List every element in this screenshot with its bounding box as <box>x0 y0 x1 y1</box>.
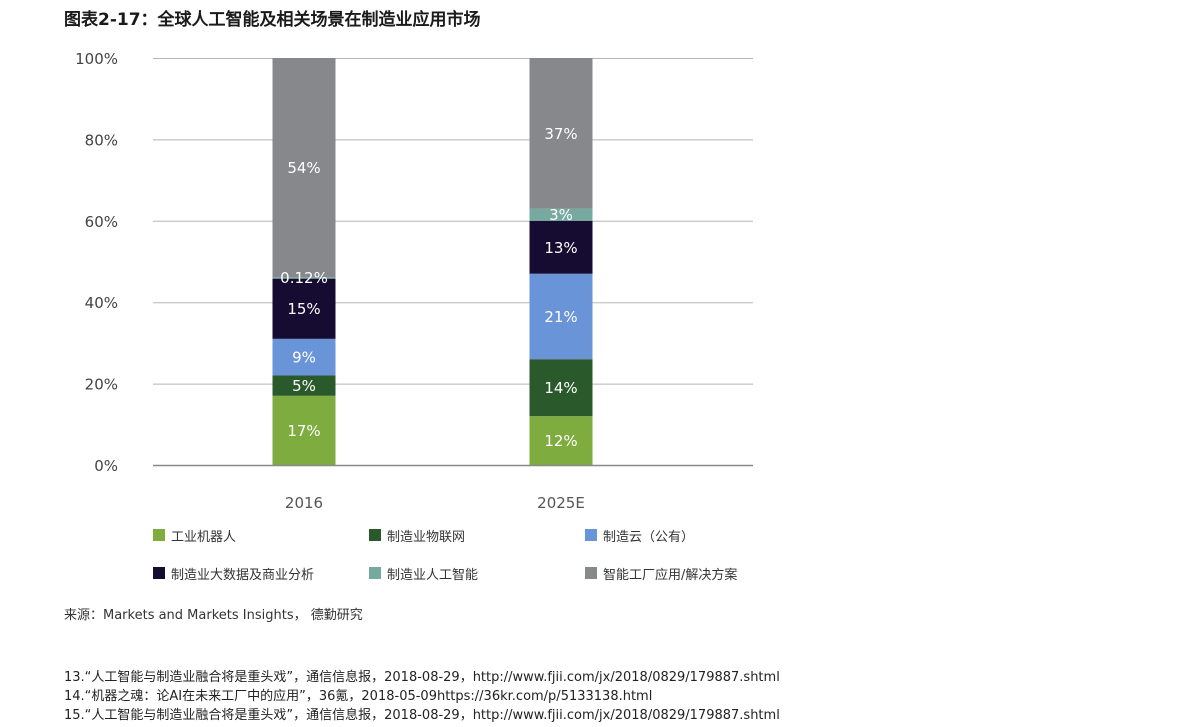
legend-item: 工业机器人 <box>153 526 369 545</box>
legend-swatch <box>585 529 597 541</box>
bar-segment <box>272 338 336 376</box>
bar-segment <box>272 395 336 465</box>
legend-swatch <box>153 567 165 579</box>
bar-segment <box>529 416 593 465</box>
bar-segment <box>272 277 336 279</box>
footnote: 13.“人工智能与制造业融合将是重头戏”，通信信息报，2018-08-29，ht… <box>64 670 780 685</box>
bar-segment <box>529 58 593 209</box>
legend-label: 制造云（公有） <box>603 529 695 545</box>
bar-stack: 17% 5% 9% 15% 0.12% 54% <box>272 58 336 465</box>
bar-segment <box>272 277 336 339</box>
x-axis-ticks: 2016 2025E <box>285 494 585 512</box>
footnote: 14.“机器之魂：论AI在未来工厂中的应用”，36氪，2018-05-09htt… <box>64 689 653 704</box>
bar-segment <box>272 58 336 278</box>
bar-segment <box>529 208 593 221</box>
legend-label: 制造业人工智能 <box>387 567 479 583</box>
data-label: 5% <box>292 377 316 395</box>
gridlines <box>153 58 753 385</box>
bar-segment <box>529 273 593 360</box>
page-title: 图表2-17：全球人工智能及相关场景在制造业应用市场 <box>64 10 481 30</box>
y-tick-label: 60% <box>85 213 118 231</box>
y-axis-ticks: 0% 20% 40% 60% 80% 100% <box>75 50 118 475</box>
footnote: 15.“人工智能与制造业融合将是重头戏”，通信信息报，2018-08-29，ht… <box>64 708 780 723</box>
legend-swatch <box>369 567 381 579</box>
legend-item: 制造业大数据及商业分析 <box>153 564 369 583</box>
y-tick-label: 0% <box>94 457 118 475</box>
data-label: 3% <box>549 206 573 224</box>
data-label: 17% <box>287 422 320 440</box>
y-tick-label: 20% <box>85 376 118 394</box>
legend-item: 智能工厂应用/解决方案 <box>585 564 813 583</box>
data-label: 13% <box>544 239 577 257</box>
data-label: 21% <box>544 308 577 326</box>
legend-label: 制造业大数据及商业分析 <box>171 567 315 583</box>
bar-segment <box>529 220 593 274</box>
legend-item: 制造业物联网 <box>369 526 585 545</box>
legend-item: 制造云（公有） <box>585 526 813 545</box>
bar-segment <box>529 359 593 417</box>
legend-label: 制造业物联网 <box>387 529 466 545</box>
legend-swatch <box>153 529 165 541</box>
bars: 17% 5% 9% 15% 0.12% 54% 12% 14% 21% 13% 3% 37% <box>272 58 593 465</box>
bar-stack: 12% 14% 21% 13% 3% 37% <box>529 58 593 465</box>
legend-swatch <box>369 529 381 541</box>
legend-swatch <box>585 567 597 579</box>
data-label: 0.12% <box>280 269 328 287</box>
stacked-bar-chart: 0% 20% 40% 60% 80% 100% 17% 5% 9% 15% 0.12% 54% 12%… <box>75 50 753 512</box>
data-label: 15% <box>287 300 320 318</box>
y-tick-label: 80% <box>85 131 118 149</box>
y-tick-label: 100% <box>75 50 118 68</box>
legend-item: 制造业人工智能 <box>369 564 585 583</box>
bar-segment <box>272 375 336 396</box>
legend-label: 工业机器人 <box>171 529 237 545</box>
source-note: 来源：Markets and Markets Insights， 德勤研究 <box>64 608 363 623</box>
x-tick-label: 2016 <box>285 494 323 512</box>
data-label: 37% <box>544 125 577 143</box>
data-label: 9% <box>292 349 316 367</box>
legend: 工业机器人 制造业物联网 制造云（公有） 制造业大数据及商业分析 制造业人工智能 智能工厂… <box>153 526 813 583</box>
data-label: 14% <box>544 379 577 397</box>
legend-label: 智能工厂应用/解决方案 <box>603 567 738 583</box>
y-tick-label: 40% <box>85 294 118 312</box>
footnotes: 13.“人工智能与制造业融合将是重头戏”，通信信息报，2018-08-29，ht… <box>64 668 780 725</box>
data-label: 12% <box>544 432 577 450</box>
data-label: 54% <box>287 159 320 177</box>
x-tick-label: 2025E <box>537 494 585 512</box>
